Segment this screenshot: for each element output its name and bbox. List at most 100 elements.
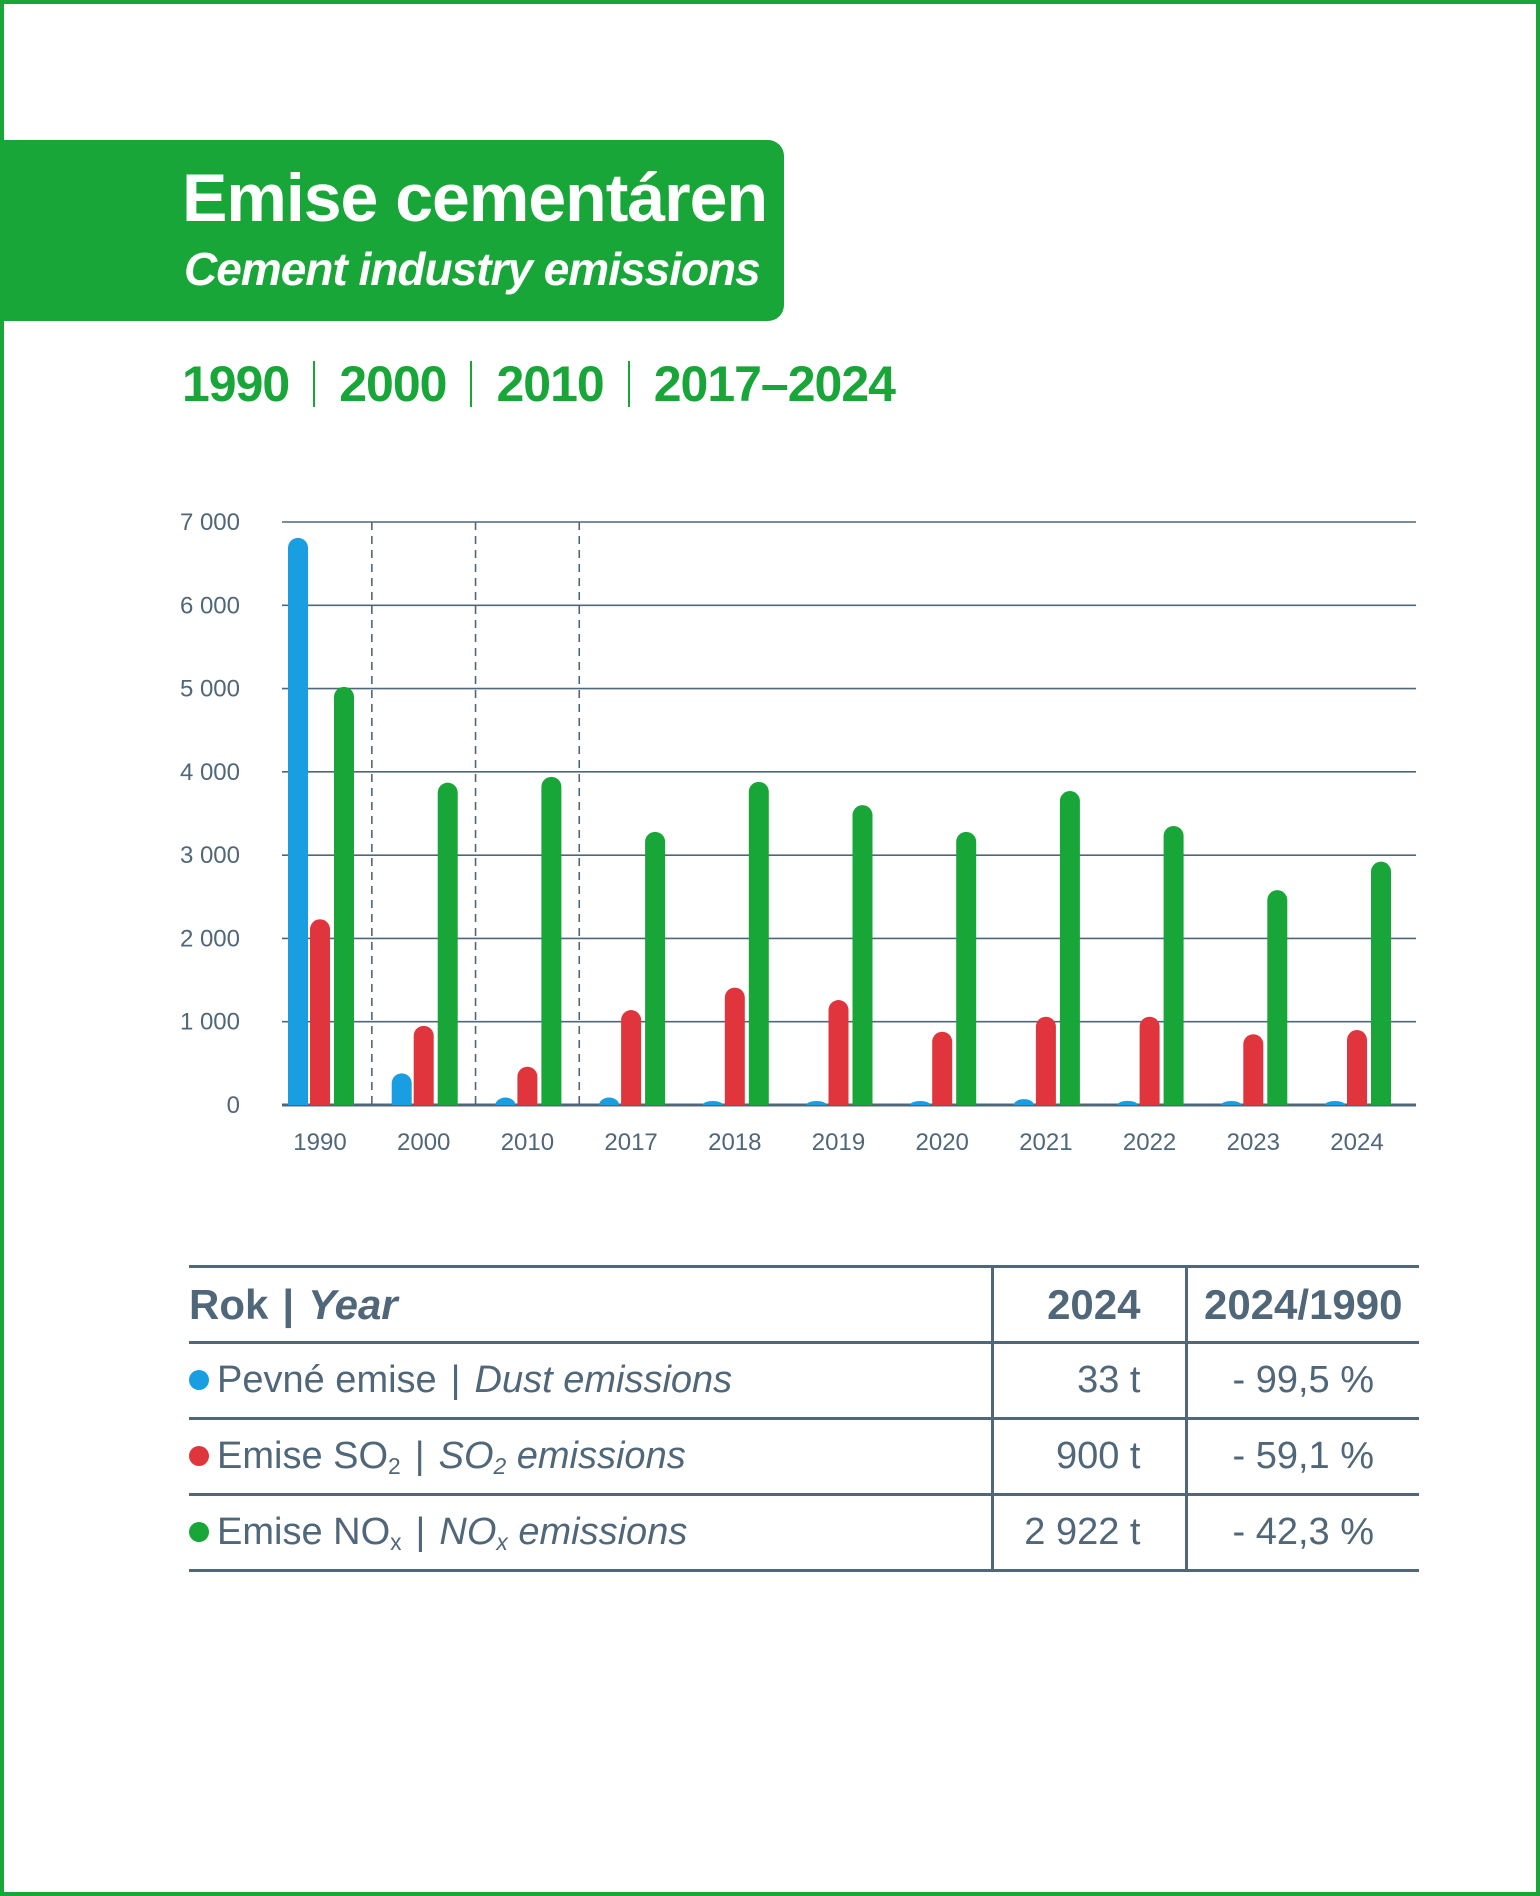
so2-bar xyxy=(621,1010,642,1105)
y-tick-label: 4 000 xyxy=(180,759,240,786)
row-label-en: NOx emissions xyxy=(439,1511,687,1553)
y-tick-label: 7 000 xyxy=(180,509,240,536)
dust-bar xyxy=(288,537,308,1105)
header-ratio-cell: 2024/1990 xyxy=(1184,1265,1419,1344)
row-label-en-pre: NO xyxy=(439,1511,497,1553)
nox-bar xyxy=(437,782,458,1105)
so2-bar xyxy=(517,1066,538,1105)
x-tick-label: 2020 xyxy=(916,1129,969,1156)
x-tick-label: 2024 xyxy=(1330,1129,1383,1156)
table-row: Emise NOx | NOx emissions 2 922 t - 42,3 % xyxy=(189,1494,1419,1572)
pipe-separator: | xyxy=(282,1280,295,1328)
header-year-cell: Rok | Year xyxy=(189,1265,992,1344)
so2-bar xyxy=(1347,1030,1367,1105)
year-label: 2017–2024 xyxy=(653,356,896,412)
title-banner: Emise cementáren Cement industry emissio… xyxy=(4,140,784,321)
nox-bar xyxy=(748,781,769,1105)
so2-bar xyxy=(828,1000,849,1105)
year-separator xyxy=(470,361,473,407)
dust-bar xyxy=(1325,1101,1345,1105)
row-label: Emise NOx | NOx emissions xyxy=(189,1494,992,1572)
row-label-sk: Emise SO xyxy=(217,1435,389,1477)
year-label: 2000 xyxy=(339,356,447,412)
x-tick-label: 2017 xyxy=(604,1129,657,1156)
x-tick-label: 2000 xyxy=(397,1129,450,1156)
year-label: 2010 xyxy=(496,356,604,412)
y-tick-label: 0 xyxy=(227,1092,240,1119)
y-tick-label: 3 000 xyxy=(180,842,240,869)
row-label: Pevné emise | Dust emissions xyxy=(189,1342,992,1420)
table-row: Emise SO 2 | SO2 emissions 900 t - 59,1 % xyxy=(189,1418,1419,1496)
page-title: Emise cementáren xyxy=(182,160,768,236)
row-value: 33 t xyxy=(990,1342,1186,1420)
so2-legend-dot xyxy=(189,1446,209,1466)
nox-bar xyxy=(645,831,666,1105)
x-tick-label: 2021 xyxy=(1019,1129,1072,1156)
nox-bar xyxy=(334,686,354,1105)
table-header-row: Rok | Year 2024 2024/1990 xyxy=(189,1265,1419,1344)
row-value: 2 922 t xyxy=(990,1494,1186,1572)
y-tick-label: 2 000 xyxy=(180,925,240,952)
dust-bar xyxy=(1013,1099,1034,1105)
so2-bar xyxy=(413,1025,434,1105)
pipe-separator: | xyxy=(415,1511,426,1553)
nox-legend-dot xyxy=(189,1522,209,1542)
row-label-en: Dust emissions xyxy=(474,1359,733,1401)
row-label-sk: Pevné emise xyxy=(217,1359,437,1401)
years-row: 1990 2000 2010 2017–2024 xyxy=(182,356,896,412)
year-separator xyxy=(313,361,316,407)
header-2024-cell: 2024 xyxy=(990,1265,1186,1344)
row-label-sk: Emise NO xyxy=(217,1511,391,1553)
dust-bar xyxy=(910,1101,931,1105)
nox-bar xyxy=(1371,861,1391,1105)
year-separator xyxy=(627,361,630,407)
so2-bar xyxy=(932,1031,953,1105)
dust-bar xyxy=(806,1101,827,1105)
dust-bar xyxy=(599,1097,620,1105)
pipe-separator: | xyxy=(414,1435,425,1477)
row-label-en-sub: 2 xyxy=(493,1453,507,1479)
so2-bar xyxy=(1139,1016,1160,1105)
x-tick-label: 2010 xyxy=(501,1129,554,1156)
row-label-sk-sub: x xyxy=(390,1529,402,1555)
row-label-en-rest: emissions xyxy=(507,1511,688,1553)
header-label: Rok xyxy=(189,1280,269,1328)
nox-bar xyxy=(1163,825,1184,1105)
page-subtitle: Cement industry emissions xyxy=(184,243,761,295)
pipe-separator: | xyxy=(450,1359,461,1401)
row-label-en-sub: x xyxy=(496,1529,508,1555)
row-label-en: SO2 emissions xyxy=(439,1435,686,1477)
dust-bar xyxy=(1221,1101,1242,1105)
x-tick-label: 2022 xyxy=(1123,1129,1176,1156)
nox-bar xyxy=(852,805,873,1105)
so2-bar xyxy=(1243,1034,1264,1105)
x-tick-label: 2018 xyxy=(708,1129,761,1156)
x-tick-label: 1990 xyxy=(293,1129,346,1156)
x-tick-label: 2019 xyxy=(812,1129,865,1156)
row-change: - 42,3 % xyxy=(1184,1494,1419,1572)
dust-bar xyxy=(391,1073,412,1105)
emissions-table: Rok | Year 2024 2024/1990 Pevné emise | Dust… xyxy=(189,1265,1419,1572)
row-change: - 59,1 % xyxy=(1184,1418,1419,1496)
header-label-en: Year xyxy=(308,1280,398,1328)
dust-bar xyxy=(702,1101,723,1105)
row-label: Emise SO 2 | SO2 emissions xyxy=(189,1418,992,1496)
row-label-en-rest: emissions xyxy=(506,1435,686,1477)
row-change: - 99,5 % xyxy=(1184,1342,1419,1420)
dust-legend-dot xyxy=(189,1370,209,1390)
dust-bar xyxy=(1117,1100,1138,1105)
row-value: 900 t xyxy=(990,1418,1186,1496)
nox-bar xyxy=(956,831,977,1105)
row-label-en-pre: SO xyxy=(438,1435,494,1477)
nox-bar xyxy=(1267,890,1288,1105)
so2-bar xyxy=(1035,1016,1056,1105)
y-tick-label: 6 000 xyxy=(180,592,240,619)
y-tick-label: 1 000 xyxy=(180,1009,240,1036)
nox-bar xyxy=(541,776,562,1105)
dust-bar xyxy=(495,1097,516,1105)
year-label: 1990 xyxy=(182,356,290,412)
so2-bar xyxy=(724,987,745,1105)
table-row: Pevné emise | Dust emissions 33 t - 99,5 % xyxy=(189,1342,1419,1420)
so2-bar xyxy=(310,919,330,1105)
